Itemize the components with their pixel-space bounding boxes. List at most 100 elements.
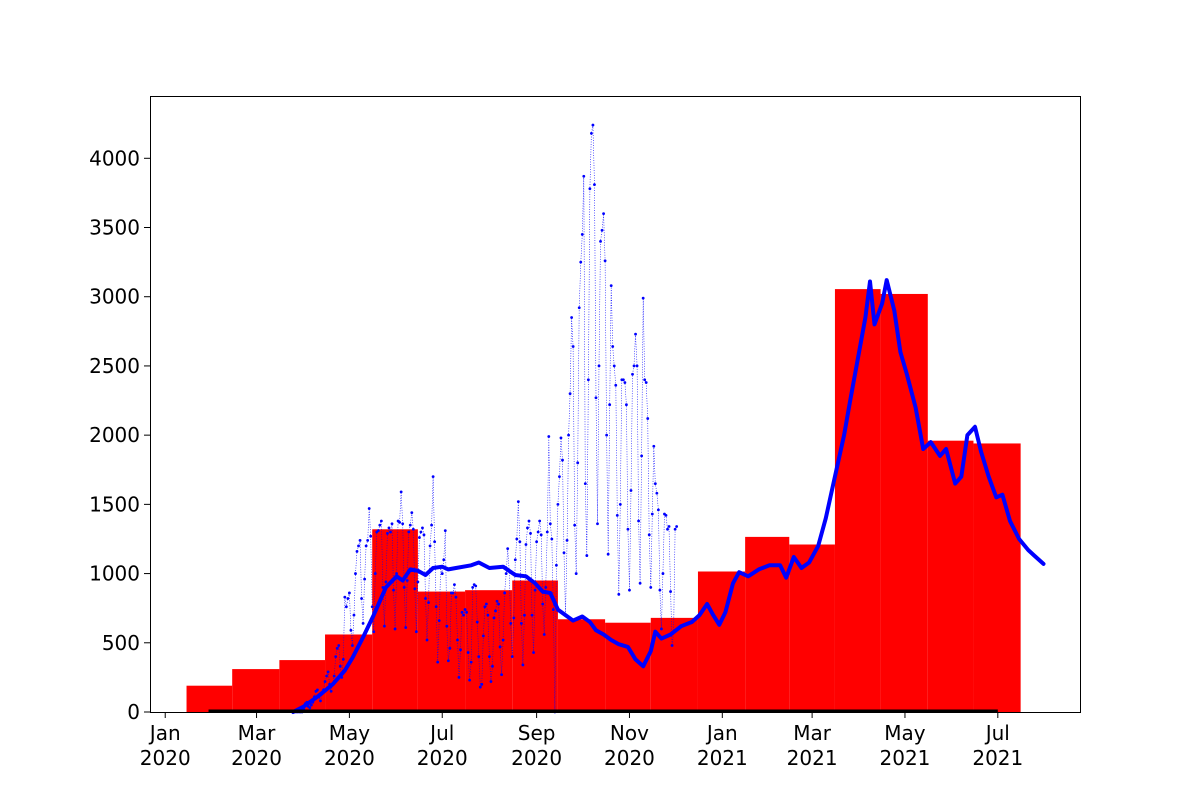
daily-point — [335, 646, 339, 650]
x-tick-year: 2021 — [880, 746, 931, 770]
daily-point — [588, 187, 592, 191]
x-tick-year: 2020 — [231, 746, 282, 770]
daily-point — [597, 364, 601, 368]
daily-point — [629, 489, 633, 492]
daily-point — [558, 475, 561, 479]
daily-point — [459, 648, 462, 652]
daily-point — [571, 345, 575, 348]
x-tick-year: 2021 — [787, 746, 838, 770]
daily-point — [436, 660, 440, 664]
daily-point — [574, 572, 578, 575]
daily-point — [488, 655, 491, 659]
daily-point — [664, 514, 668, 517]
daily-point — [427, 601, 430, 605]
daily-point — [596, 522, 599, 526]
daily-point — [523, 613, 526, 617]
daily-point — [542, 633, 546, 636]
y-tick-label: 2500 — [89, 354, 140, 378]
bar — [557, 619, 606, 712]
daily-point — [372, 630, 376, 634]
daily-point — [481, 634, 485, 638]
daily-point — [565, 538, 569, 542]
daily-point — [516, 500, 520, 503]
daily-point — [656, 508, 660, 512]
x-tick-label: Jul 2021 — [972, 721, 1023, 770]
daily-point — [440, 572, 444, 575]
daily-point — [628, 588, 631, 592]
daily-point — [424, 597, 427, 600]
daily-point — [366, 538, 370, 542]
x-tick-label: Jul 2020 — [417, 721, 468, 770]
x-tick-year: 2021 — [972, 746, 1023, 770]
daily-point — [594, 396, 598, 400]
daily-point — [460, 610, 464, 614]
daily-point — [609, 284, 613, 288]
rolling-average-line — [291, 278, 1046, 714]
daily-point — [495, 599, 499, 603]
daily-point — [591, 123, 595, 127]
daily-point — [577, 306, 581, 310]
daily-point — [585, 554, 589, 557]
bar — [417, 591, 466, 712]
daily-point — [468, 678, 472, 682]
daily-point — [376, 529, 380, 533]
daily-point — [408, 523, 412, 527]
x-tick-month: Jan — [148, 721, 181, 745]
daily-point — [469, 660, 473, 664]
daily-point — [605, 433, 609, 437]
daily-point — [513, 558, 517, 562]
daily-point — [355, 550, 359, 553]
x-tick-month: Nov — [610, 721, 649, 745]
daily-point — [653, 482, 657, 485]
daily-point — [354, 572, 357, 575]
daily-point — [646, 417, 650, 420]
daily-point — [611, 345, 615, 348]
daily-point — [504, 572, 508, 575]
x-tick-month: Jan — [705, 721, 738, 745]
y-axis: 0 500 1000 1500 2000 2500 3000 3500 4000 — [89, 146, 150, 724]
daily-point — [387, 526, 391, 530]
daily-point — [369, 534, 373, 538]
daily-point — [608, 403, 612, 407]
daily-point — [383, 624, 386, 628]
daily-point — [494, 609, 497, 613]
daily-point — [337, 644, 341, 647]
daily-point — [544, 586, 548, 589]
daily-point — [618, 502, 622, 506]
daily-point — [600, 228, 604, 232]
y-tick-label: 3000 — [89, 285, 140, 309]
daily-point — [503, 591, 507, 595]
daily-point — [316, 688, 319, 692]
daily-point — [532, 651, 535, 654]
daily-point — [332, 674, 336, 678]
daily-point — [489, 680, 493, 683]
daily-point — [326, 670, 330, 674]
daily-point — [541, 602, 545, 606]
daily-point — [483, 605, 487, 609]
daily-point — [462, 613, 465, 617]
daily-point — [405, 579, 409, 582]
daily-point — [640, 454, 644, 458]
daily-point — [357, 544, 360, 548]
x-tick-month: Mar — [238, 721, 277, 745]
bar — [465, 590, 513, 712]
daily-point — [309, 703, 313, 707]
daily-point — [389, 530, 392, 534]
daily-point — [308, 706, 312, 710]
daily-point — [512, 616, 516, 620]
daily-point — [554, 563, 558, 567]
daily-point — [338, 664, 342, 668]
x-tick-month: Jul — [428, 721, 454, 745]
daily-point — [643, 378, 647, 382]
daily-point — [491, 664, 494, 668]
daily-point — [477, 655, 481, 659]
x-tick-month: Mar — [793, 721, 832, 745]
daily-point — [430, 523, 433, 527]
daily-point — [606, 552, 610, 556]
daily-point — [675, 525, 679, 528]
daily-point — [652, 444, 656, 448]
daily-point — [386, 532, 389, 535]
daily-point — [334, 655, 338, 659]
daily-point — [425, 638, 429, 642]
